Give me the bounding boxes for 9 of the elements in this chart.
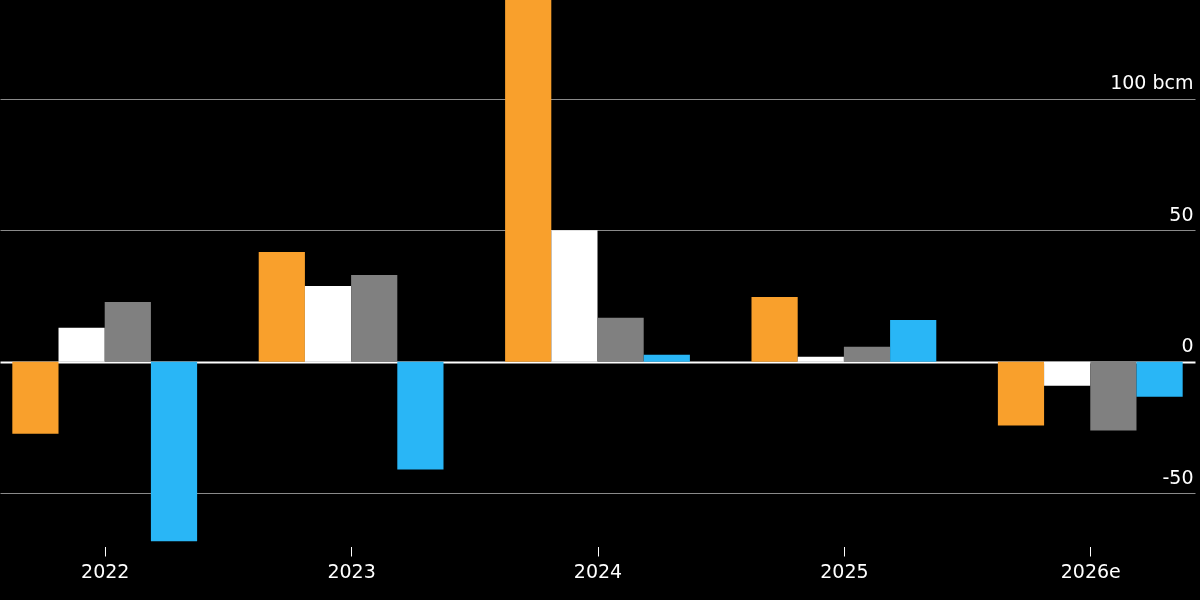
y-tick-label: -50 xyxy=(1162,465,1194,488)
x-tick-label: 2026e xyxy=(1060,559,1121,582)
y-tick-label: 100 bcm xyxy=(1110,71,1194,94)
x-tick-label: 2023 xyxy=(327,559,376,582)
y-tick-label: 0 xyxy=(1181,334,1194,357)
x-tick-label: 2022 xyxy=(81,559,130,582)
x-tick-label: 2024 xyxy=(573,559,623,582)
x-tick-label: 2025 xyxy=(820,559,869,582)
y-tick-label: 50 xyxy=(1169,202,1194,225)
